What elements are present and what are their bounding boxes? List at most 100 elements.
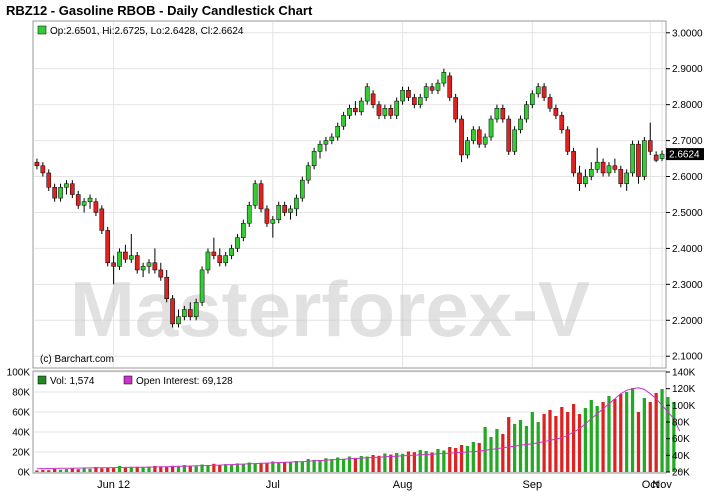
candle-down (170, 295, 175, 328)
price-panel-frame (32, 20, 667, 369)
candle-body (571, 151, 576, 174)
volume-bar (389, 454, 393, 472)
volume-bar (141, 467, 145, 472)
candle-up (364, 83, 370, 105)
candle-body (264, 208, 270, 224)
candle-up (81, 198, 87, 213)
candle-body (588, 169, 594, 177)
volume-bar (554, 416, 558, 472)
candle-body (176, 316, 181, 325)
price-tick-label: 2.9000 (672, 64, 703, 75)
last-price-box: 2.6624 (666, 148, 704, 161)
volume-bar (247, 462, 251, 472)
copyright-text: (c) Barchart.com (40, 354, 114, 365)
candle-body (400, 90, 405, 102)
volume-bar (424, 451, 428, 472)
candle-down (52, 183, 57, 202)
candle-up (146, 259, 152, 274)
candle-up (117, 248, 122, 270)
candle-down (34, 158, 40, 170)
volume-bar (459, 445, 464, 472)
candle-body (182, 309, 187, 317)
candle-up (347, 104, 352, 120)
volume-legend-swatch (37, 375, 47, 385)
volume-bar (371, 455, 375, 472)
candle-down (46, 169, 52, 191)
x-axis-label: Jul (266, 479, 280, 491)
open-interest-tick-label: 20K (672, 468, 690, 479)
volume-bar (648, 402, 652, 472)
candle-body (606, 165, 612, 174)
x-axis-label: Aug (393, 479, 413, 491)
candle-up (471, 126, 476, 145)
volume-tick-label: 80K (12, 388, 30, 399)
open-interest-tick-label: 80K (672, 418, 690, 429)
volume-bar (436, 449, 440, 472)
candle-up (417, 93, 423, 109)
candle-body (288, 208, 293, 213)
candle-up (270, 216, 276, 238)
volume-bar (341, 458, 346, 472)
volume-bar (471, 442, 475, 472)
volume-bar (58, 469, 63, 472)
candle-body (158, 269, 164, 278)
price-tick-label: 2.8000 (672, 100, 703, 111)
candle-down (376, 101, 382, 120)
candle-body (311, 151, 317, 166)
candle-body (647, 140, 653, 152)
candle-up (140, 262, 146, 278)
volume-bar (542, 414, 546, 472)
candle-body (170, 298, 175, 325)
candle-down (282, 201, 287, 217)
candle-down (134, 252, 140, 274)
candle-up (223, 252, 228, 267)
candle-up (335, 122, 341, 141)
volume-bar (495, 429, 499, 472)
volume-bar (395, 453, 399, 472)
volume-bar (100, 468, 104, 472)
price-tick-label: 2.5000 (672, 208, 703, 219)
candle-body (87, 197, 93, 202)
volume-bar (271, 461, 275, 472)
candle-body (476, 129, 482, 145)
volume-bar (406, 451, 411, 472)
candle-up (294, 194, 299, 217)
open-interest-line (36, 387, 681, 470)
volume-bar (654, 393, 658, 472)
candle-body (612, 165, 618, 170)
volume-bar (224, 464, 228, 472)
candle-up (512, 126, 517, 155)
candle-down (158, 262, 164, 281)
candle-up (128, 234, 134, 263)
volume-bar (501, 434, 505, 472)
candle-body (630, 143, 635, 174)
volume-bar (123, 467, 128, 472)
volume-bar (589, 400, 593, 472)
volume-bar (170, 465, 175, 472)
volume-tick-label: 60K (12, 408, 30, 419)
candle-body (229, 248, 234, 256)
volume-bar (135, 466, 139, 472)
candle-up (176, 309, 181, 328)
candle-down (559, 111, 565, 134)
open-interest-tick-label: 120K (672, 384, 696, 395)
volume-bar (365, 456, 369, 472)
open-interest-tick-label: 40K (672, 451, 690, 462)
candle-body (70, 183, 75, 195)
candle-body (618, 169, 624, 184)
candle-body (553, 108, 559, 116)
price-tick-label: 2.4000 (672, 244, 703, 255)
volume-bar (200, 464, 204, 472)
candle-body (453, 97, 458, 120)
candle-body (435, 82, 441, 91)
candle-up (288, 205, 293, 220)
candle-body (46, 172, 52, 188)
candle-down (264, 205, 270, 227)
candle-down (99, 205, 105, 235)
candle-up (594, 147, 600, 173)
candle-down (647, 122, 653, 155)
volume-bar (536, 422, 540, 472)
candle-body (34, 161, 40, 166)
candle-body (223, 255, 228, 264)
